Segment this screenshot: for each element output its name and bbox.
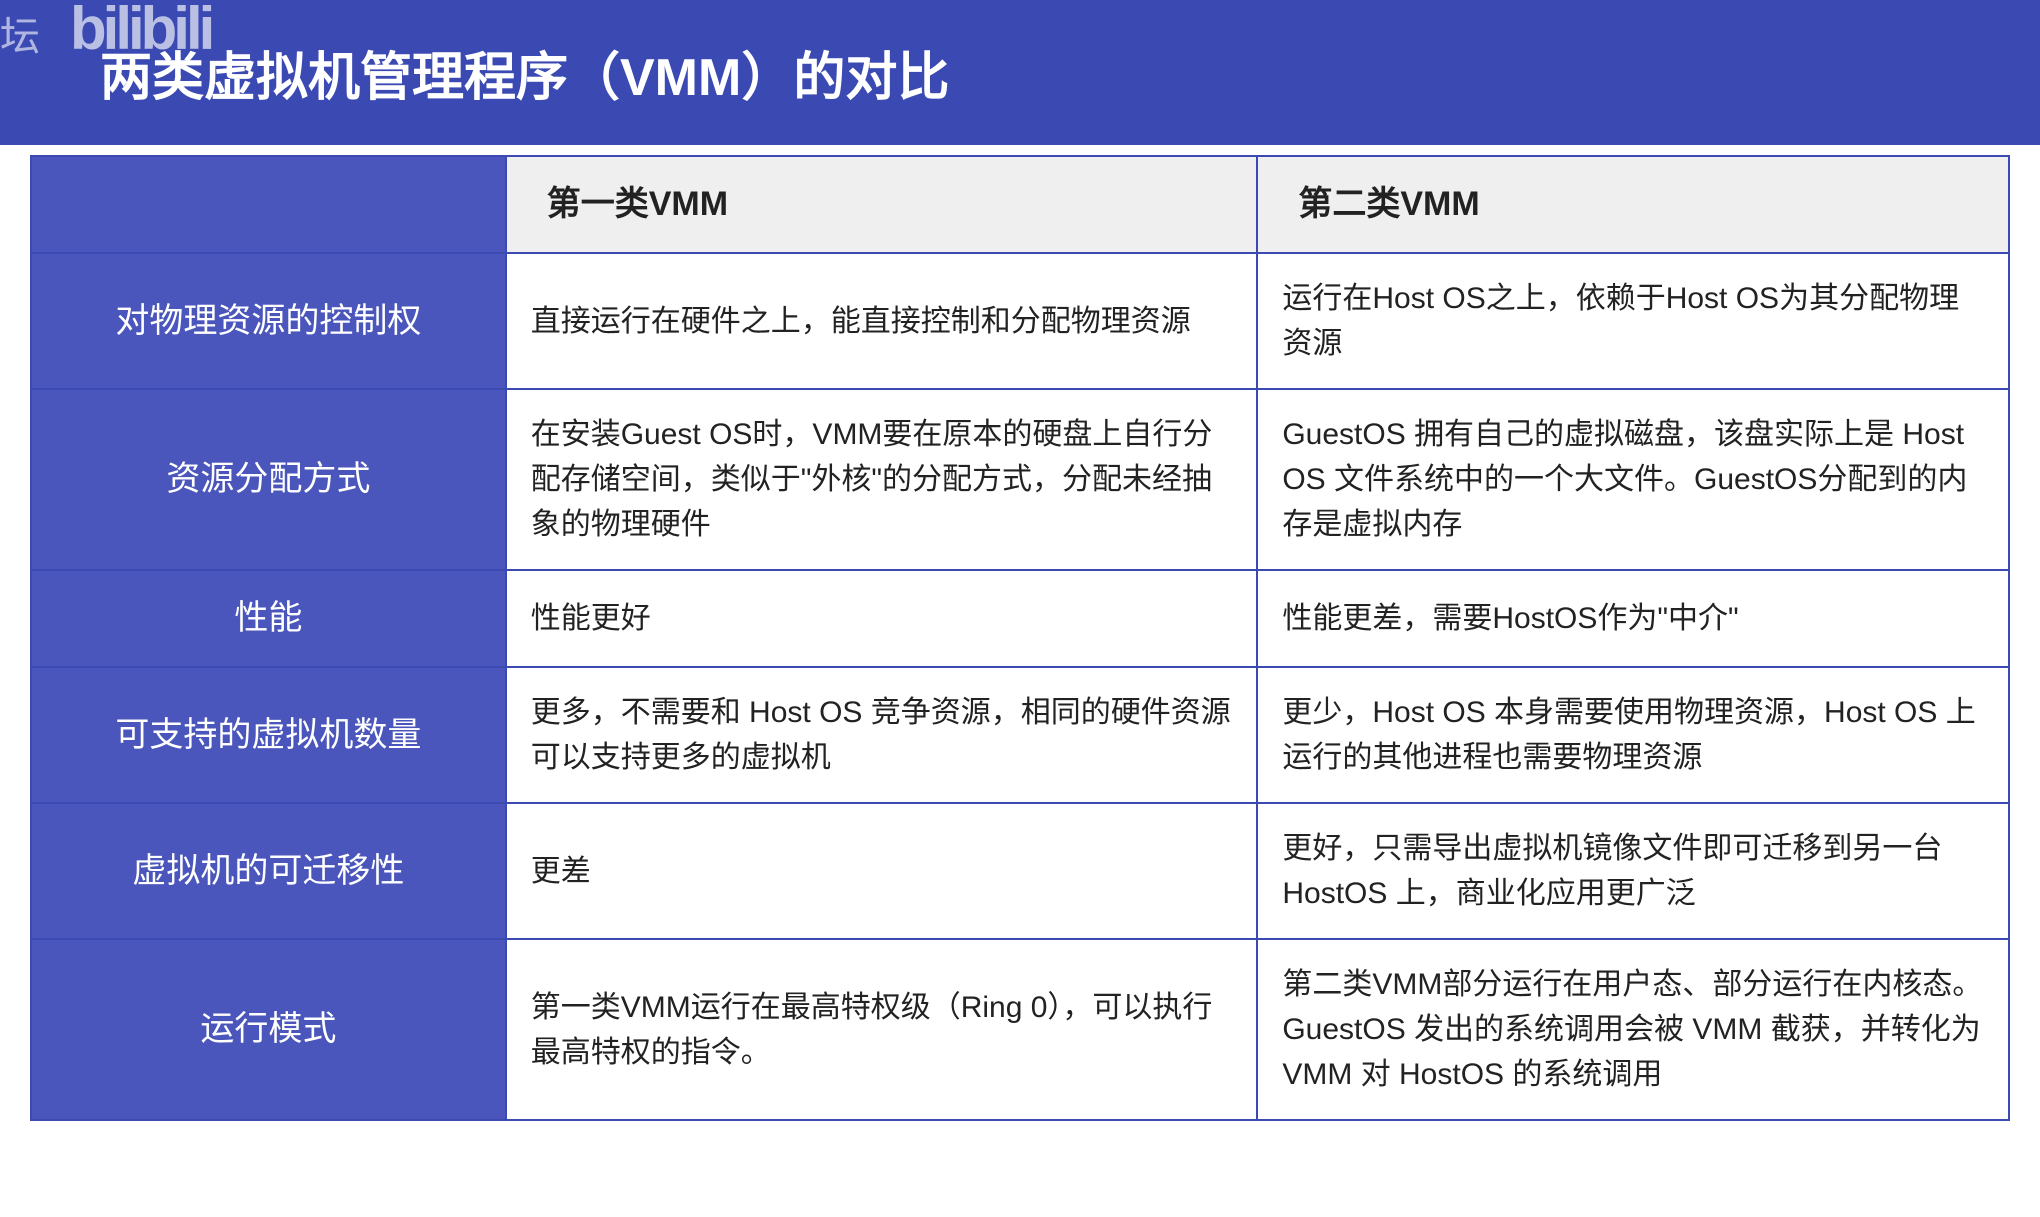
cell-type2: GuestOS 拥有自己的虚拟磁盘，该盘实际上是 Host OS 文件系统中的一… <box>1257 389 2009 570</box>
page-title: 两类虚拟机管理程序（VMM）的对比 <box>0 0 2040 145</box>
cell-type1: 第一类VMM运行在最高特权级（Ring 0），可以执行最高特权的指令。 <box>506 939 1258 1120</box>
table-row: 运行模式 第一类VMM运行在最高特权级（Ring 0），可以执行最高特权的指令。… <box>31 939 2009 1120</box>
col-header-type1: 第一类VMM <box>506 156 1258 253</box>
cell-type2: 更好，只需导出虚拟机镜像文件即可迁移到另一台 HostOS 上，商业化应用更广泛 <box>1257 803 2009 939</box>
table-row: 可支持的虚拟机数量 更多，不需要和 Host OS 竞争资源，相同的硬件资源可以… <box>31 667 2009 803</box>
table-row: 性能 性能更好 性能更差，需要HostOS作为"中介" <box>31 570 2009 667</box>
cell-type1: 更多，不需要和 Host OS 竞争资源，相同的硬件资源可以支持更多的虚拟机 <box>506 667 1258 803</box>
table-row: 资源分配方式 在安装Guest OS时，VMM要在原本的硬盘上自行分配存储空间，… <box>31 389 2009 570</box>
row-label: 可支持的虚拟机数量 <box>31 667 506 803</box>
table-corner-cell <box>31 156 506 253</box>
table-row: 对物理资源的控制权 直接运行在硬件之上，能直接控制和分配物理资源 运行在Host… <box>31 253 2009 389</box>
table-header-row: 第一类VMM 第二类VMM <box>31 156 2009 253</box>
table-row: 虚拟机的可迁移性 更差 更好，只需导出虚拟机镜像文件即可迁移到另一台 HostO… <box>31 803 2009 939</box>
cell-type2: 更少，Host OS 本身需要使用物理资源，Host OS 上运行的其他进程也需… <box>1257 667 2009 803</box>
row-label: 虚拟机的可迁移性 <box>31 803 506 939</box>
cell-type1: 更差 <box>506 803 1258 939</box>
row-label: 对物理资源的控制权 <box>31 253 506 389</box>
watermark-text: 坛 <box>0 4 40 62</box>
cell-type1: 性能更好 <box>506 570 1258 667</box>
comparison-table: 第一类VMM 第二类VMM 对物理资源的控制权 直接运行在硬件之上，能直接控制和… <box>30 155 2010 1121</box>
cell-type2: 第二类VMM部分运行在用户态、部分运行在内核态。GuestOS 发出的系统调用会… <box>1257 939 2009 1120</box>
comparison-table-wrap: 第一类VMM 第二类VMM 对物理资源的控制权 直接运行在硬件之上，能直接控制和… <box>0 145 2040 1121</box>
row-label: 性能 <box>31 570 506 667</box>
cell-type2: 运行在Host OS之上，依赖于Host OS为其分配物理资源 <box>1257 253 2009 389</box>
row-label: 运行模式 <box>31 939 506 1120</box>
col-header-type2: 第二类VMM <box>1257 156 2009 253</box>
cell-type2: 性能更差，需要HostOS作为"中介" <box>1257 570 2009 667</box>
bilibili-logo: bilibili <box>70 0 211 63</box>
cell-type1: 在安装Guest OS时，VMM要在原本的硬盘上自行分配存储空间，类似于"外核"… <box>506 389 1258 570</box>
cell-type1: 直接运行在硬件之上，能直接控制和分配物理资源 <box>506 253 1258 389</box>
slide-page: 两类虚拟机管理程序（VMM）的对比 第一类VMM 第二类VMM 对物理资源的控制… <box>0 0 2040 1217</box>
row-label: 资源分配方式 <box>31 389 506 570</box>
